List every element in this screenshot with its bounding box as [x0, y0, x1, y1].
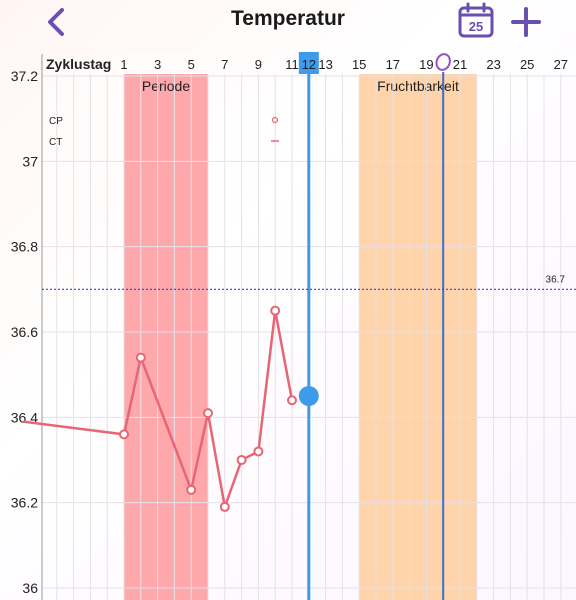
y-tick-label: 36.2: [11, 495, 38, 511]
y-tick-label: 36.4: [11, 409, 38, 425]
band-label-period: Periode: [142, 78, 190, 94]
band-label-fertile: Fruchtbarkeit: [377, 78, 459, 94]
y-tick-label: 36.6: [11, 324, 38, 340]
page-title: Temperatur: [231, 7, 345, 30]
back-arrow-icon[interactable]: [36, 4, 76, 40]
x-tick-label[interactable]: 17: [386, 57, 400, 72]
x-tick-label[interactable]: 27: [554, 57, 568, 72]
x-tick-label[interactable]: 1: [120, 57, 127, 72]
y-tick-label: 36: [22, 580, 38, 596]
coverline-label: 36.7: [546, 274, 566, 285]
x-tick-label[interactable]: 3: [154, 57, 161, 72]
legend-label-cp: CP: [49, 116, 63, 127]
temperature-chart[interactable]: Periode Fruchtbarkeit3636.236.436.636.837…: [0, 44, 576, 600]
calendar-day-number: 25: [469, 19, 483, 34]
temperature-point[interactable]: [253, 446, 264, 457]
x-tick-label[interactable]: 13: [318, 57, 332, 72]
ovulation-marker-icon: [435, 53, 451, 71]
add-plus-icon[interactable]: [508, 4, 544, 40]
temperature-point[interactable]: [287, 395, 297, 406]
band-fertile: [359, 74, 477, 600]
y-tick-label: 37.2: [11, 68, 38, 84]
x-axis-label: Zyklustag: [46, 56, 111, 72]
x-tick-label[interactable]: 5: [188, 57, 195, 72]
today-tick-highlight[interactable]: [298, 52, 319, 74]
y-tick-label: 37: [22, 153, 38, 169]
x-tick-label[interactable]: 23: [486, 57, 500, 72]
top-bar: Temperatur 25: [0, 0, 576, 44]
x-tick-label[interactable]: 9: [255, 57, 262, 72]
band-period: [124, 74, 208, 600]
y-tick-label: 36.8: [11, 239, 38, 255]
x-tick-label[interactable]: 21: [453, 57, 467, 72]
temperature-point[interactable]: [219, 501, 230, 512]
legend-label-ct: CT: [49, 137, 62, 148]
x-tick-label[interactable]: 11: [285, 57, 299, 72]
x-tick-label[interactable]: 25: [520, 57, 534, 72]
x-tick-label[interactable]: 7: [221, 57, 228, 72]
today-temperature-point[interactable]: [298, 386, 319, 406]
x-tick-label[interactable]: 19: [419, 57, 433, 72]
temperature-point[interactable]: [203, 408, 213, 419]
x-tick-label-today[interactable]: 12: [302, 57, 316, 72]
calendar-icon[interactable]: 25: [458, 2, 494, 38]
temperature-point[interactable]: [236, 455, 247, 465]
temperature-point[interactable]: [119, 429, 129, 440]
x-tick-label[interactable]: 15: [352, 57, 366, 72]
temperature-point[interactable]: [135, 352, 146, 363]
temperature-point[interactable]: [270, 305, 281, 316]
temperature-line: [23, 309, 294, 509]
legend-marker-circle: [271, 116, 279, 124]
temperature-point[interactable]: [186, 484, 197, 495]
